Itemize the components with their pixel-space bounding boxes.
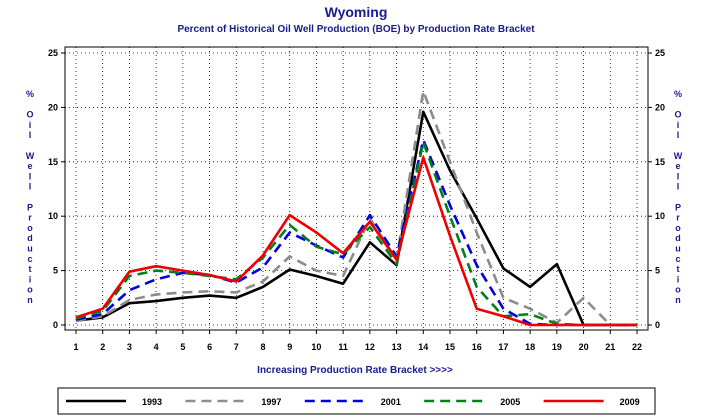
y-tick-label-left: 20 [48,102,58,112]
y-axis-title-left: o [27,223,33,233]
y-tick-label-right: 20 [655,102,665,112]
x-tick-label: 3 [127,342,132,352]
x-tick-label: 1 [73,342,78,352]
series-line-1997 [75,89,637,327]
y-axis-title-left: l [29,182,32,192]
legend-label-2001: 2001 [381,397,401,407]
x-tick-label: 8 [260,342,265,352]
x-tick-label: 17 [498,342,508,352]
x-axis-title: Increasing Production Rate Bracket >>>> [257,365,453,376]
y-axis-title-right: i [677,274,680,284]
x-tick-label: 15 [445,342,455,352]
x-tick-label: 7 [234,342,239,352]
y-axis-title-right: d [675,233,681,243]
y-axis-title-right: l [677,171,680,181]
y-tick-label-left: 0 [53,320,58,330]
y-axis-title-left: i [29,274,32,284]
y-tick-label-right: 25 [655,48,665,58]
series-line-1993 [75,110,637,327]
y-axis-title-left: r [28,213,32,223]
y-axis-title-left: u [27,244,33,254]
x-tick-label: 20 [579,342,589,352]
x-tick-label: 11 [338,342,348,352]
x-tick-label: 4 [154,342,159,352]
y-axis-title-right: n [675,295,681,305]
x-tick-label: 5 [180,342,185,352]
y-axis-title-right: l [677,182,680,192]
x-tick-label: 13 [392,342,402,352]
x-tick-label: 9 [287,342,292,352]
y-tick-label-right: 5 [655,266,660,276]
y-axis-title-right: i [677,120,680,130]
y-axis-title-right: o [675,285,681,295]
legend-label-1993: 1993 [142,397,162,407]
y-tick-label-right: 0 [655,320,660,330]
legend-label-2005: 2005 [500,397,520,407]
y-axis-title-left: l [29,171,32,181]
chart-subtitle: Percent of Historical Oil Well Productio… [177,24,535,35]
y-tick-label-left: 5 [53,266,58,276]
y-tick-label-left: 10 [48,211,58,221]
y-axis-title-right: % [674,89,682,99]
x-tick-label: 16 [472,342,482,352]
y-tick-label-left: 15 [48,157,58,167]
series-line-2005 [75,140,637,327]
chart-title: Wyoming [325,4,388,20]
y-axis-title-left: % [26,89,34,99]
x-tick-label: 18 [525,342,535,352]
y-axis-title-left: O [26,110,33,120]
legend-label-2009: 2009 [620,397,640,407]
y-axis-title-left: l [29,130,32,140]
y-axis-title-left: n [27,295,33,305]
y-axis-title-left: e [27,161,32,171]
y-axis-title-left: t [29,264,32,274]
y-axis-title-left: P [27,202,33,212]
y-tick-label-right: 15 [655,157,665,167]
y-axis-title-right: u [675,244,681,254]
x-tick-label: 10 [311,342,321,352]
y-tick-label-right: 10 [655,211,665,221]
y-axis-title-left: d [27,233,33,243]
y-axis-title-right: W [674,151,683,161]
plot-frame [64,46,649,331]
x-tick-label: 14 [418,342,428,352]
y-axis-title-right: l [677,130,680,140]
x-tick-label: 2 [100,342,105,352]
series-line-2001 [75,138,637,327]
y-axis-title-right: O [674,110,681,120]
y-axis-title-right: r [676,213,680,223]
legend-label-1997: 1997 [261,397,281,407]
x-tick-label: 12 [365,342,375,352]
y-axis-title-right: c [675,254,680,264]
y-axis-title-right: e [675,161,680,171]
x-tick-label: 6 [207,342,212,352]
y-axis-title-right: t [677,264,680,274]
x-tick-label: 21 [605,342,615,352]
y-axis-title-left: i [29,120,32,130]
y-axis-title-left: W [26,151,35,161]
x-tick-label: 22 [632,342,642,352]
y-axis-title-right: o [675,223,681,233]
y-axis-title-right: P [675,202,681,212]
legend-box [57,387,656,415]
series-line-2009 [75,156,637,327]
y-axis-title-left: o [27,285,33,295]
y-tick-label-left: 25 [48,48,58,58]
y-axis-title-left: c [27,254,32,264]
x-tick-label: 19 [552,342,562,352]
